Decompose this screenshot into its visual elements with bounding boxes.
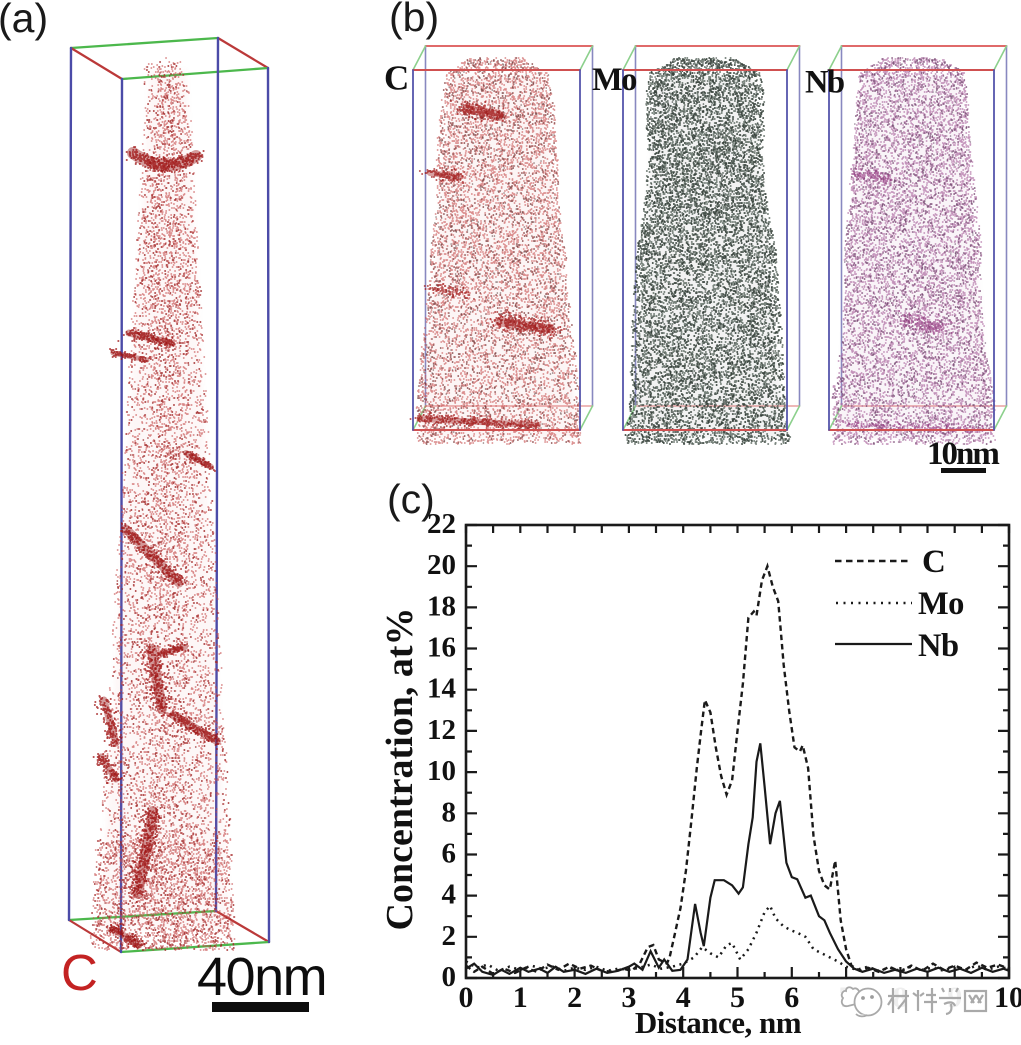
svg-text:18: 18	[427, 590, 456, 622]
svg-text:Distance, nm: Distance, nm	[635, 1005, 802, 1040]
svg-text:5: 5	[730, 981, 745, 1014]
svg-text:C: C	[922, 544, 946, 580]
svg-text:C: C	[61, 944, 98, 1001]
svg-text:10: 10	[994, 981, 1021, 1014]
svg-text:6: 6	[442, 838, 457, 870]
svg-text:C: C	[384, 59, 409, 98]
svg-text:20: 20	[427, 549, 456, 581]
svg-text:22: 22	[427, 508, 456, 540]
svg-text:12: 12	[427, 714, 456, 746]
svg-text:(a): (a)	[0, 0, 48, 41]
svg-text:Nb: Nb	[918, 628, 959, 664]
svg-text:Concentration, at%: Concentration, at%	[379, 608, 421, 931]
svg-text:40nm: 40nm	[197, 947, 326, 1007]
svg-text:4: 4	[442, 879, 457, 911]
svg-text:1: 1	[513, 981, 528, 1014]
svg-text:6: 6	[784, 981, 799, 1014]
svg-text:Mo: Mo	[918, 586, 964, 622]
svg-text:Nb: Nb	[805, 65, 844, 101]
svg-text:14: 14	[427, 673, 456, 705]
svg-text:4: 4	[676, 981, 691, 1014]
svg-text:2: 2	[567, 981, 582, 1014]
svg-text:16: 16	[427, 632, 456, 664]
svg-text:3: 3	[621, 981, 636, 1014]
svg-text:0: 0	[459, 981, 474, 1014]
svg-text:2: 2	[442, 920, 457, 952]
svg-text:(b): (b)	[389, 0, 439, 40]
svg-text:8: 8	[442, 796, 457, 828]
svg-text:(c): (c)	[387, 476, 435, 522]
svg-text:Mo: Mo	[592, 62, 637, 98]
svg-text:10nm: 10nm	[927, 436, 999, 472]
svg-text:10: 10	[427, 755, 456, 787]
svg-text:0: 0	[442, 961, 457, 993]
